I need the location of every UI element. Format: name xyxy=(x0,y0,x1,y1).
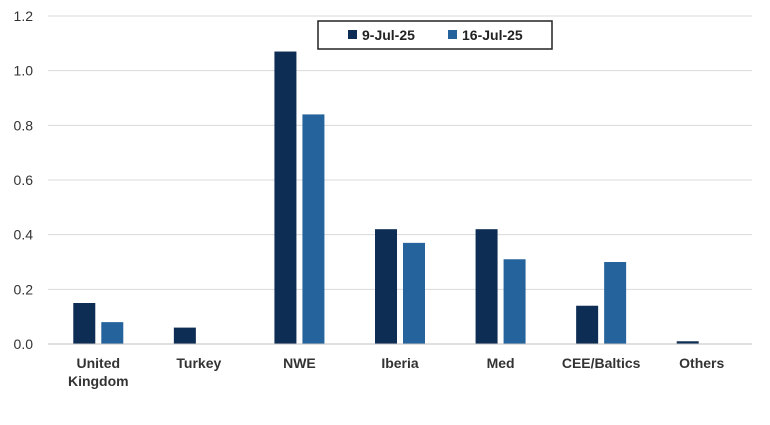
y-tick-label: 0.4 xyxy=(14,227,34,243)
y-tick-label: 0.2 xyxy=(14,281,34,297)
gridlines xyxy=(48,15,752,290)
y-tick-label: 1.0 xyxy=(14,63,34,79)
bars xyxy=(73,51,699,345)
bar-16-jul-25-med xyxy=(503,259,526,344)
x-category-label: Others xyxy=(679,355,724,371)
y-tick-label: 0.8 xyxy=(14,117,34,133)
bar-16-jul-25-iberia xyxy=(403,242,425,344)
x-category-label: Med xyxy=(487,355,515,371)
y-tick-label: 1.2 xyxy=(14,8,34,24)
legend-swatch-9-jul-25 xyxy=(348,30,357,39)
bar-9-jul-25-cee-baltics xyxy=(576,305,599,344)
y-tick-label: 0.6 xyxy=(14,172,34,188)
x-axis-category-labels: United Kingdom Turkey NWE Iberia Med CEE/Balti… xyxy=(68,355,725,389)
bar-16-jul-25-cee-baltics xyxy=(604,262,627,344)
bar-9-jul-25-iberia xyxy=(375,229,397,344)
x-category-label: NWE xyxy=(283,355,316,371)
bar-9-jul-25-nwe xyxy=(274,51,297,345)
legend-label-9-jul-25: 9-Jul-25 xyxy=(362,27,415,43)
bar-16-jul-25-nwe xyxy=(302,114,325,345)
x-category-label: Turkey xyxy=(176,355,221,371)
bar-9-jul-25-others xyxy=(676,341,699,344)
x-category-label: Kingdom xyxy=(68,373,129,389)
y-tick-label: 0.0 xyxy=(14,336,34,352)
legend-label-16-jul-25: 16-Jul-25 xyxy=(462,27,523,43)
bar-9-jul-25-united-kingdom xyxy=(73,303,96,344)
x-category-label: Iberia xyxy=(381,355,419,371)
x-category-label: CEE/Baltics xyxy=(562,355,641,371)
legend: 9-Jul-25 16-Jul-25 xyxy=(317,20,553,50)
y-axis-tick-labels: 0.0 0.2 0.4 0.6 0.8 1.0 1.2 xyxy=(14,8,34,352)
bar-9-jul-25-turkey xyxy=(173,327,196,344)
bar-16-jul-25-united-kingdom xyxy=(101,322,124,344)
x-category-label: United xyxy=(77,355,121,371)
legend-swatch-16-jul-25 xyxy=(448,30,457,39)
bar-9-jul-25-med xyxy=(475,229,498,344)
